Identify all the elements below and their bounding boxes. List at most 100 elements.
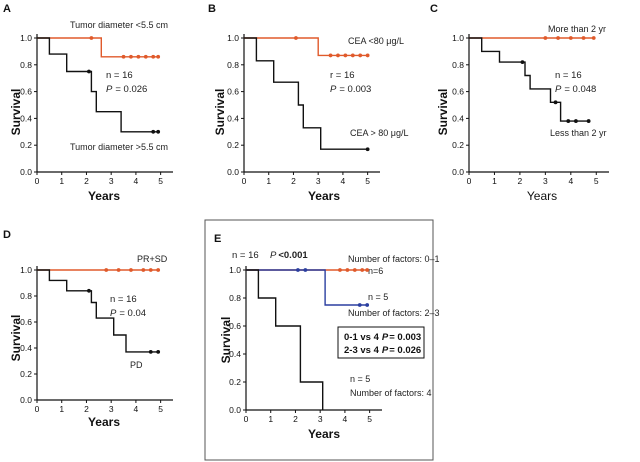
x-tick-label: 4	[343, 414, 348, 424]
censor-mark	[520, 60, 525, 65]
x-tick-label: 1	[59, 404, 64, 414]
y-tick-label: 0.2	[20, 140, 32, 150]
x-tick-label: 4	[568, 176, 573, 186]
censor-mark	[156, 350, 161, 354]
stat-p: P = 0.026	[106, 84, 147, 95]
x-tick-label: 3	[316, 176, 321, 186]
censor-mark	[352, 268, 357, 272]
survival-curve	[37, 37, 159, 133]
censor-mark	[151, 129, 156, 134]
x-axis-title: Years	[308, 427, 340, 441]
x-tick-label: 3	[318, 414, 323, 424]
y-axis-title: Survival	[9, 315, 23, 362]
y-tick-label: 0.6	[20, 317, 32, 327]
censor-mark	[343, 53, 348, 58]
censor-mark	[87, 288, 91, 293]
p-value: = 0.048	[564, 84, 596, 95]
x-tick-label: 1	[59, 176, 64, 186]
panel-letter: B	[208, 3, 216, 15]
y-tick-label: 1.0	[20, 265, 32, 275]
comparison-label: 0-1 vs 4	[344, 332, 380, 343]
censor-mark	[141, 268, 146, 272]
censor-mark	[338, 268, 342, 272]
y-tick-label: 0.2	[227, 140, 239, 150]
y-axis-title: Survival	[213, 89, 227, 136]
y-tick-label: 0.4	[452, 113, 464, 123]
stat-n: n = 16	[110, 294, 137, 305]
x-tick-label: 5	[158, 404, 163, 414]
x-tick-label: 4	[134, 404, 139, 414]
censor-mark	[365, 303, 370, 307]
x-tick-label: 5	[158, 176, 163, 186]
survival-curve	[244, 37, 368, 150]
p-value: = 0.003	[339, 84, 371, 95]
x-tick-label: 4	[341, 176, 346, 186]
panel-c: C Survival Years More than 2 yr Less tha…	[430, 3, 609, 203]
survival-curve	[469, 37, 589, 122]
y-tick-label: 1.0	[452, 33, 464, 43]
panel-letter: E	[214, 233, 221, 245]
y-axis-title: Survival	[436, 89, 450, 136]
y-tick-label: 0.6	[229, 321, 241, 331]
annotation-label: CEA > 80 μg/L	[350, 128, 408, 138]
x-tick-label: 3	[109, 176, 114, 186]
y-tick-label: 0.8	[20, 60, 32, 70]
p-label: P	[330, 84, 337, 95]
censor-mark	[360, 268, 365, 272]
y-tick-label: 1.0	[227, 33, 239, 43]
p-value: = 0.026	[115, 84, 147, 95]
survival-curve	[244, 37, 368, 57]
stat-n: n = 16	[232, 250, 259, 261]
comparison-label: 2-3 vs 4	[344, 345, 380, 356]
censor-mark	[566, 119, 571, 123]
censor-mark	[148, 268, 153, 272]
annotation-label: n = 5	[368, 292, 388, 302]
censor-mark	[121, 54, 126, 59]
comparison-row: 2-3 vs 4 P= 0.026	[344, 345, 421, 356]
x-axis-title: Years	[88, 189, 120, 203]
y-tick-label: 0.0	[20, 395, 32, 405]
panel-letter: C	[430, 3, 438, 15]
x-tick-label: 5	[365, 176, 370, 186]
p-label: P	[382, 332, 389, 343]
y-tick-label: 0.4	[20, 113, 32, 123]
y-tick-label: 0.4	[20, 343, 32, 353]
censor-mark	[148, 350, 153, 354]
y-tick-label: 0.2	[20, 369, 32, 379]
censor-mark	[568, 36, 573, 40]
y-tick-label: 0.4	[229, 349, 241, 359]
y-tick-label: 0.2	[452, 140, 464, 150]
censor-mark	[350, 53, 355, 58]
y-tick-label: 0.8	[229, 293, 241, 303]
x-tick-label: 0	[467, 176, 472, 186]
censor-mark	[143, 54, 148, 59]
x-tick-label: 2	[84, 176, 89, 186]
censor-mark	[345, 268, 350, 272]
x-tick-label: 2	[293, 414, 298, 424]
panel-e-frame	[204, 219, 434, 461]
survival-curve	[246, 269, 368, 306]
annotation-label: CEA <80 μg/L	[348, 36, 404, 46]
y-tick-label: 0.0	[452, 167, 464, 177]
panel-e: E Survival Years n = 16 P <0.001 Number o…	[214, 233, 440, 441]
x-tick-label: 0	[244, 414, 249, 424]
y-tick-label: 0.0	[20, 167, 32, 177]
x-axis-title: Years	[88, 415, 120, 429]
x-tick-label: 5	[367, 414, 372, 424]
censor-mark	[591, 36, 596, 40]
y-tick-label: 0.8	[227, 60, 239, 70]
censor-mark	[336, 53, 340, 58]
x-tick-label: 3	[543, 176, 548, 186]
p-value: <0.001	[278, 250, 308, 261]
y-axis-title: Survival	[9, 89, 23, 136]
x-tick-label: 2	[291, 176, 296, 186]
p-label: P	[382, 345, 389, 356]
p-label: P	[555, 84, 562, 95]
censor-mark	[586, 119, 591, 123]
x-axis-title: Years	[527, 189, 557, 203]
y-tick-label: 0.8	[452, 60, 464, 70]
p-label: P	[110, 308, 117, 319]
censor-mark	[116, 268, 121, 272]
censor-mark	[129, 268, 133, 272]
y-tick-label: 0.6	[452, 87, 464, 97]
